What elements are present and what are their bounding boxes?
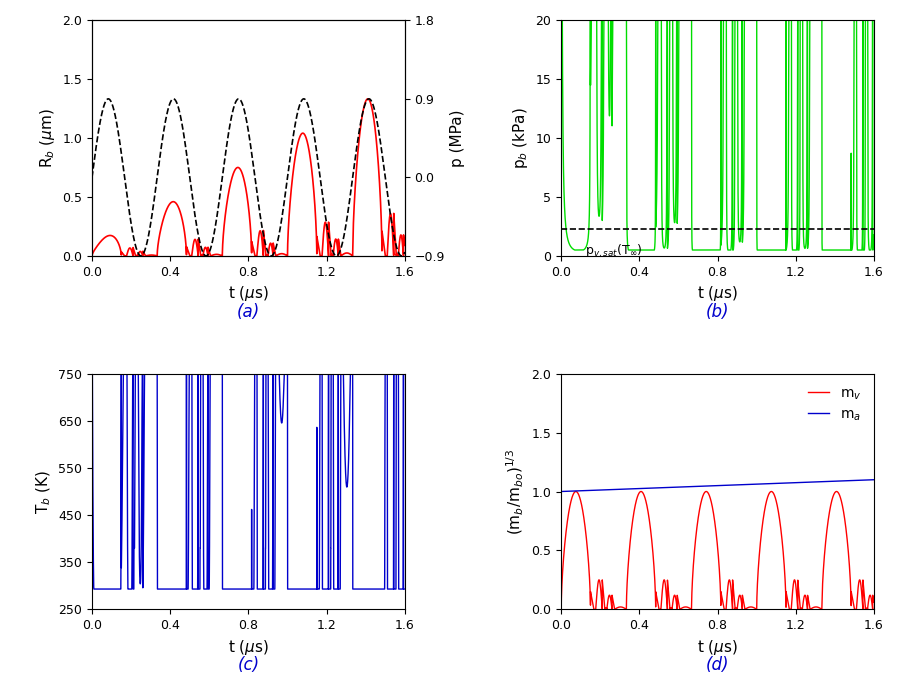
m$_a$ <box>571 487 582 495</box>
m$_v$ <box>787 582 798 590</box>
m$_v$ <box>754 543 765 551</box>
Y-axis label: T$_b$ (K): T$_b$ (K) <box>34 469 52 514</box>
m$_v$ <box>570 487 581 496</box>
m$_a$ <box>803 478 814 486</box>
Text: (d): (d) <box>705 657 729 674</box>
m$_a$ <box>668 483 679 492</box>
Y-axis label: R$_b$ ($\mu$m): R$_b$ ($\mu$m) <box>38 108 57 168</box>
m$_a$ <box>754 480 765 488</box>
Legend: m$_v$, m$_a$: m$_v$, m$_a$ <box>801 380 866 428</box>
Text: p$_{v,sat}$(T$_\infty$): p$_{v,sat}$(T$_\infty$) <box>584 243 641 260</box>
m$_v$ <box>740 605 751 613</box>
Text: (a): (a) <box>236 303 260 321</box>
Y-axis label: p (MPa): p (MPa) <box>450 110 465 167</box>
X-axis label: t ($\mu$s): t ($\mu$s) <box>697 284 737 303</box>
X-axis label: t ($\mu$s): t ($\mu$s) <box>228 284 268 303</box>
m$_v$ <box>868 598 879 607</box>
m$_a$ <box>740 481 751 489</box>
m$_a$ <box>555 487 566 496</box>
m$_v$ <box>571 488 582 496</box>
m$_v$ <box>668 591 679 599</box>
m$_a$ <box>787 479 798 487</box>
Text: (b): (b) <box>705 303 729 321</box>
Text: (c): (c) <box>237 657 259 674</box>
Line: m$_v$: m$_v$ <box>561 492 873 609</box>
m$_v$ <box>803 604 814 612</box>
Y-axis label: p$_b$ (kPa): p$_b$ (kPa) <box>510 107 529 169</box>
X-axis label: t ($\mu$s): t ($\mu$s) <box>697 638 737 657</box>
m$_v$ <box>555 605 566 613</box>
X-axis label: t ($\mu$s): t ($\mu$s) <box>228 638 268 657</box>
m$_a$ <box>868 476 879 484</box>
Line: m$_a$: m$_a$ <box>561 480 873 492</box>
Y-axis label: (m$_b$/m$_{bo}$)$^{1/3}$: (m$_b$/m$_{bo}$)$^{1/3}$ <box>505 448 526 535</box>
